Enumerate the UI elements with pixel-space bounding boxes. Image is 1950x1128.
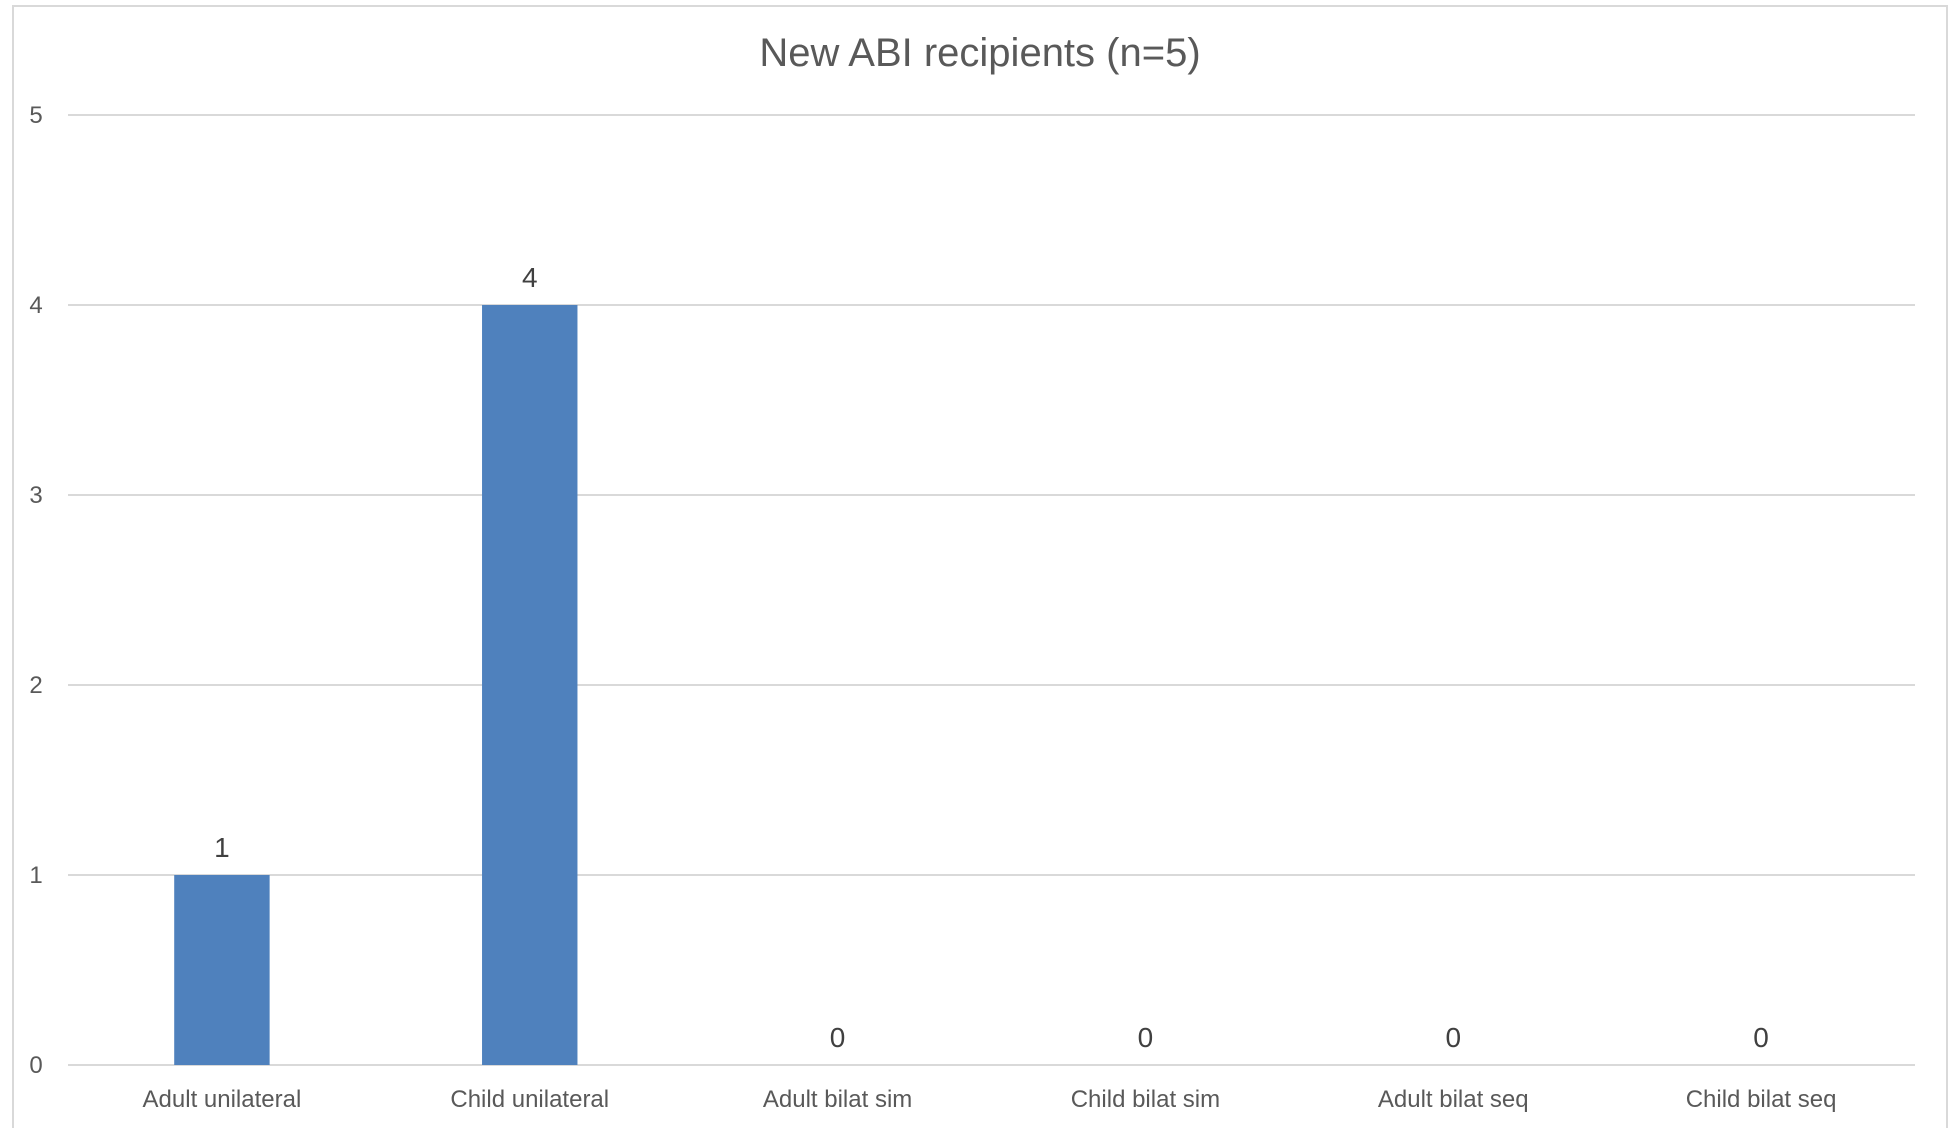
- data-label: 0: [1753, 1022, 1769, 1053]
- data-label: 4: [522, 262, 538, 293]
- x-axis-category-labels: Adult unilateral Child unilateral Adult bi…: [143, 1086, 1837, 1113]
- data-label: 0: [1138, 1022, 1154, 1053]
- chart-border: [12, 5, 1948, 1128]
- y-tick-label: 2: [29, 672, 42, 699]
- bar: [482, 305, 578, 1065]
- x-category-label: Adult unilateral: [143, 1086, 302, 1113]
- x-category-label: Child unilateral: [450, 1086, 609, 1113]
- y-axis-tick-labels: 0 1 2 3 4 5: [29, 102, 42, 1079]
- y-tick-label: 1: [29, 862, 42, 889]
- bars: [174, 305, 578, 1065]
- y-tick-label: 5: [29, 102, 42, 129]
- data-label: 1: [214, 832, 230, 863]
- y-tick-label: 4: [29, 292, 42, 319]
- x-category-label: Child bilat sim: [1071, 1086, 1220, 1113]
- y-tick-label: 0: [29, 1052, 42, 1079]
- gridlines: [68, 114, 1915, 1066]
- x-category-label: Adult bilat sim: [763, 1086, 912, 1113]
- y-tick-label: 3: [29, 482, 42, 509]
- data-label: 0: [1445, 1022, 1461, 1053]
- chart-title: New ABI recipients (n=5): [759, 31, 1200, 75]
- x-category-label: Adult bilat seq: [1378, 1086, 1529, 1113]
- bar: [174, 875, 270, 1065]
- data-labels: 1 4 0 0 0 0: [214, 262, 1769, 1053]
- data-label: 0: [830, 1022, 846, 1053]
- x-category-label: Child bilat seq: [1686, 1086, 1837, 1113]
